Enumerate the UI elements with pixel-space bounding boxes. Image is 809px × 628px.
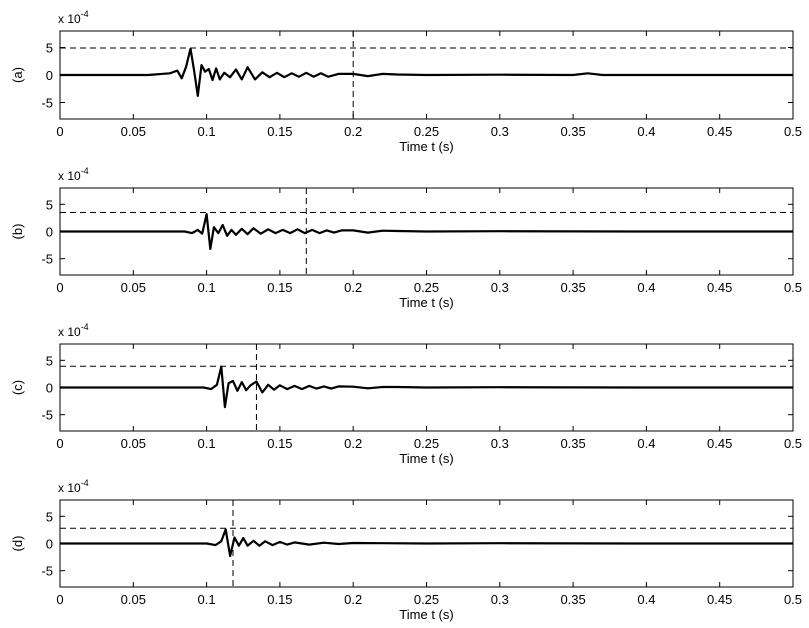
x-tick-label: 0.1 [198, 592, 216, 607]
x-tick-label: 0.5 [784, 124, 802, 139]
signal-line [60, 47, 793, 98]
x-tick-label: 0 [56, 280, 63, 295]
y-axis-label: (c) [10, 380, 25, 395]
y-tick-label: 0 [46, 68, 53, 83]
x-tick-label: 0.5 [784, 436, 802, 451]
y-tick-label: 0 [46, 225, 53, 240]
panel-a: 0 0.05 0.1 0.15 0.2 0.25 0.3 0.35 0.4 0.45 0.5-505… [10, 9, 802, 154]
panel-d: 0 0.05 0.1 0.15 0.2 0.25 0.3 0.35 0.4 0.45 0.5-505… [10, 478, 802, 622]
y-axis-label: (d) [10, 536, 25, 552]
y-axis-label: (b) [10, 224, 25, 240]
x-tick-label: 0.15 [267, 124, 292, 139]
x-tick-label: 0.35 [560, 280, 585, 295]
x-tick-label: 0.3 [491, 436, 509, 451]
x-tick-label: 0.5 [784, 592, 802, 607]
y-tick-label: -5 [41, 252, 53, 267]
x-axis-label: Time t (s) [399, 295, 453, 310]
x-tick-label: 0.2 [344, 592, 362, 607]
x-tick-label: 0.15 [267, 280, 292, 295]
x-tick-label: 0.35 [560, 592, 585, 607]
x-tick-label: 0.4 [637, 592, 655, 607]
x-tick-label: 0.45 [707, 280, 732, 295]
y-tick-label: -5 [41, 408, 53, 423]
x-tick-label: 0.4 [637, 280, 655, 295]
x-tick-label: 0.1 [198, 124, 216, 139]
y-exponent-label: x 10-4 [58, 322, 89, 339]
y-tick-label: 5 [46, 41, 53, 56]
x-axis-label: Time t (s) [399, 451, 453, 466]
x-tick-label: 0.1 [198, 436, 216, 451]
x-tick-label: 0 [56, 124, 63, 139]
panel-c: 0 0.05 0.1 0.15 0.2 0.25 0.3 0.35 0.4 0.45 0.5-505… [10, 322, 802, 466]
x-tick-label: 0.25 [414, 280, 439, 295]
x-axis-label: Time t (s) [399, 139, 453, 154]
x-tick-label: 0.2 [344, 436, 362, 451]
x-axis-label: Time t (s) [399, 607, 453, 622]
x-tick-label: 0.05 [121, 436, 146, 451]
x-tick-label: 0 [56, 592, 63, 607]
x-tick-label: 0.25 [414, 436, 439, 451]
x-tick-label: 0.45 [707, 124, 732, 139]
y-tick-label: 5 [46, 509, 53, 524]
y-tick-label: 5 [46, 197, 53, 212]
y-tick-label: 0 [46, 381, 53, 396]
x-tick-label: 0.2 [344, 280, 362, 295]
x-tick-label: 0.15 [267, 592, 292, 607]
y-tick-label: 0 [46, 537, 53, 552]
x-tick-label: 0.05 [121, 280, 146, 295]
x-tick-label: 0.2 [344, 124, 362, 139]
x-tick-label: 0.3 [491, 124, 509, 139]
y-tick-label: -5 [41, 564, 53, 579]
x-tick-label: 0.4 [637, 124, 655, 139]
panel-b: 0 0.05 0.1 0.15 0.2 0.25 0.3 0.35 0.4 0.45 0.5-505… [10, 166, 802, 310]
x-tick-label: 0.45 [707, 436, 732, 451]
x-tick-label: 0.15 [267, 436, 292, 451]
x-tick-label: 0.35 [560, 436, 585, 451]
x-tick-label: 0.05 [121, 124, 146, 139]
x-tick-label: 0.35 [560, 124, 585, 139]
y-tick-label: -5 [41, 96, 53, 111]
y-axis-label: (a) [10, 67, 25, 83]
signal-line [60, 528, 793, 558]
x-tick-label: 0.05 [121, 592, 146, 607]
x-tick-label: 0.25 [414, 592, 439, 607]
x-tick-label: 0.5 [784, 280, 802, 295]
signal-line [60, 365, 793, 409]
y-tick-label: 5 [46, 353, 53, 368]
y-exponent-label: x 10-4 [58, 166, 89, 183]
x-tick-label: 0.45 [707, 592, 732, 607]
x-tick-label: 0.3 [491, 280, 509, 295]
x-tick-label: 0 [56, 436, 63, 451]
x-tick-label: 0.25 [414, 124, 439, 139]
y-exponent-label: x 10-4 [58, 478, 89, 495]
signal-line [60, 213, 793, 250]
x-tick-label: 0.4 [637, 436, 655, 451]
x-tick-label: 0.1 [198, 280, 216, 295]
x-tick-label: 0.3 [491, 592, 509, 607]
y-exponent-label: x 10-4 [58, 9, 89, 26]
